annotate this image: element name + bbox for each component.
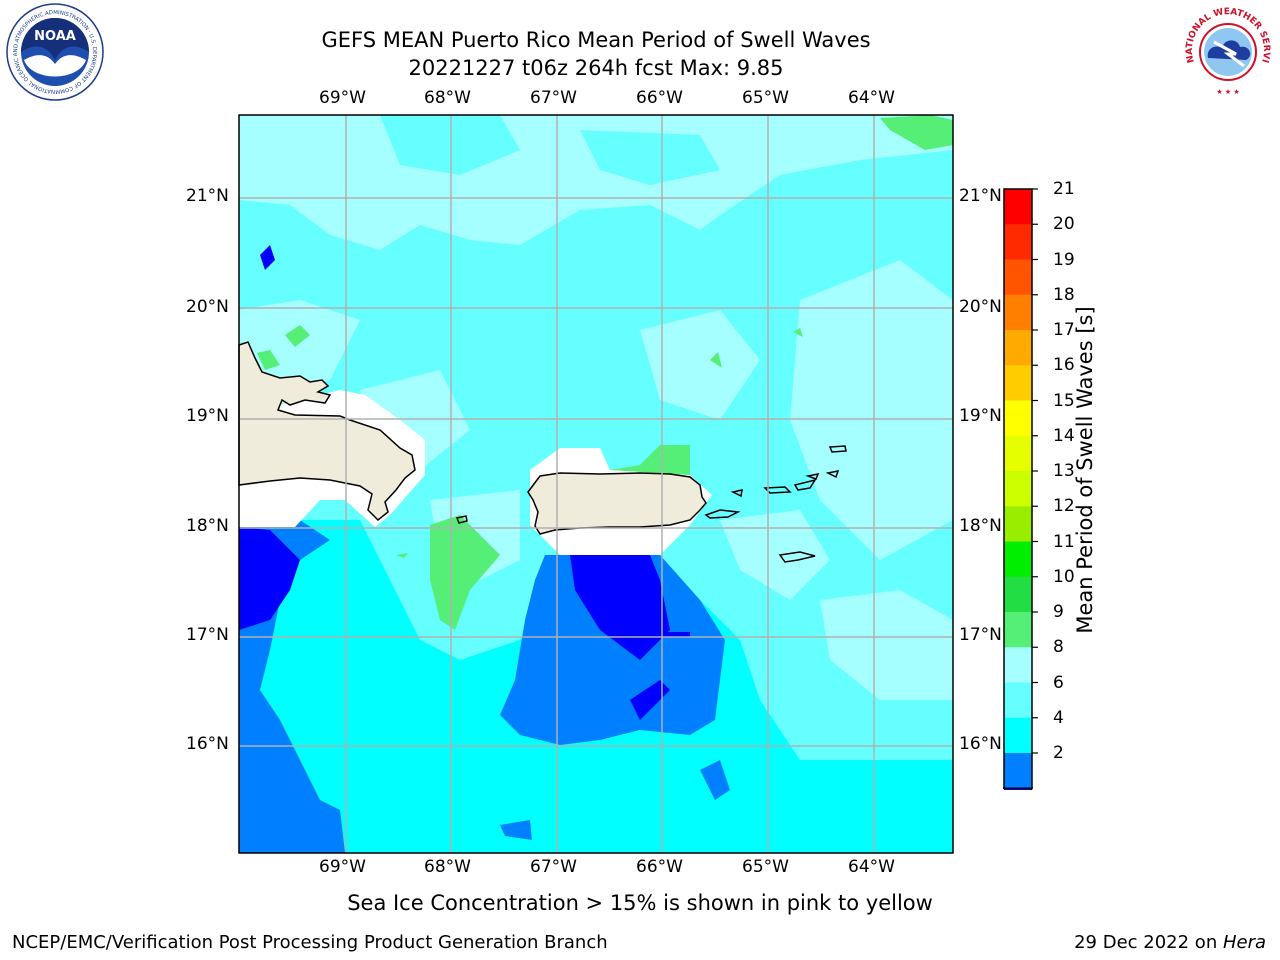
lon-label-bottom: 67°W (530, 857, 577, 877)
colorbar-tick-label: 4 (1053, 707, 1064, 728)
lon-label-top: 65°W (742, 88, 789, 108)
colorbar-segment (1004, 647, 1032, 683)
colorbar-tick-label: 10 (1053, 566, 1075, 587)
footer-date-text: 29 Dec 2022 on (1074, 932, 1223, 953)
colorbar-tick-label: 12 (1053, 496, 1075, 517)
colorbar-segment (1004, 224, 1032, 260)
colorbar (1002, 188, 1038, 790)
colorbar-tick-label: 8 (1053, 637, 1064, 658)
colorbar-segment (1004, 294, 1032, 331)
colorbar-tick-label: 9 (1053, 602, 1064, 622)
lon-label-top: 69°W (319, 88, 366, 108)
footer-branch: NCEP/EMC/Verification Post Processing Pr… (12, 932, 608, 953)
svg-text:★ ★ ★: ★ ★ ★ (1216, 88, 1239, 96)
lat-label-left: 20°N (186, 297, 229, 317)
colorbar-segment (1004, 576, 1032, 613)
field-2s (239, 245, 690, 720)
lat-label-left: 21°N (186, 186, 229, 206)
lon-label-bottom: 68°W (424, 857, 471, 877)
colorbar-segment (1004, 682, 1032, 719)
colorbar-tick-label: 6 (1053, 672, 1064, 693)
colorbar-tick-label: 2 (1053, 743, 1064, 763)
lon-label-bottom: 64°W (848, 857, 895, 877)
land-hispaniola (238, 341, 416, 522)
lat-label-right: 19°N (959, 406, 1002, 426)
sea-ice-note: Sea Ice Concentration > 15% is shown in … (347, 891, 933, 915)
colorbar-tick-label: 19 (1053, 249, 1075, 270)
lon-label-top: 67°W (530, 88, 577, 108)
colorbar-segment (1004, 259, 1032, 296)
colorbar-tick-label: 21 (1053, 179, 1075, 199)
lon-label-bottom: 66°W (636, 857, 683, 877)
colorbar-segment (1004, 400, 1032, 437)
lat-label-left: 18°N (186, 516, 229, 536)
colorbar-tick-label: 20 (1053, 214, 1075, 235)
colorbar-tick-label: 17 (1053, 320, 1075, 340)
chart-title-line2: 20221227 t06z 264h fcst Max: 9.85 (408, 56, 784, 80)
lat-label-right: 17°N (959, 625, 1002, 645)
colorbar-segment (1004, 435, 1032, 472)
lon-label-top: 68°W (424, 88, 471, 108)
lat-label-left: 17°N (186, 625, 229, 645)
map-frame (238, 114, 954, 854)
lat-label-left: 19°N (186, 406, 229, 426)
colorbar-label: Mean Period of Swell Waves [s] (1073, 306, 1097, 634)
lat-label-right: 16°N (959, 734, 1002, 754)
colorbar-tick-label: 13 (1053, 461, 1075, 481)
colorbar-tick-label: 11 (1053, 531, 1075, 552)
land-small-islands (455, 445, 847, 563)
colorbar-segment (1004, 541, 1032, 578)
colorbar-segment (1004, 612, 1032, 648)
noaa-logo-text: NOAA (34, 29, 76, 44)
lon-label-top: 64°W (848, 88, 895, 108)
gridlines (239, 115, 953, 853)
colorbar-tick-label: 14 (1053, 425, 1075, 446)
chart-title-line1: GEFS MEAN Puerto Rico Mean Period of Swe… (321, 28, 871, 52)
footer-machine: Hera (1222, 932, 1266, 953)
footer-date: 29 Dec 2022 on Hera (1074, 932, 1266, 953)
noaa-logo: NATIONAL OCEANIC AND ATMOSPHERIC ADMINIS… (4, 2, 104, 101)
colorbar-segment (1004, 365, 1032, 401)
colorbar-segment (1004, 506, 1032, 542)
lat-label-right: 18°N (959, 516, 1002, 536)
lat-label-right: 20°N (959, 297, 1002, 317)
colorbar-tick-label: 15 (1053, 390, 1075, 411)
lon-label-bottom: 65°W (742, 857, 789, 877)
lat-label-right: 21°N (959, 186, 1002, 206)
colorbar-frame (1003, 188, 1033, 789)
lat-label-left: 16°N (186, 734, 229, 754)
colorbar-segment (1004, 471, 1032, 507)
colorbar-segment (1004, 753, 1032, 789)
nws-logo: NATIONAL WEATHER SERVICE ★ ★ ★ (1178, 2, 1276, 100)
colorbar-segment (1004, 189, 1032, 225)
colorbar-tick-label: 16 (1053, 355, 1075, 376)
colorbar-tick-label: 18 (1053, 284, 1075, 305)
colorbar-segment (1004, 330, 1032, 366)
colorbar-segment (1004, 717, 1032, 754)
lon-label-top: 66°W (636, 88, 683, 108)
lon-label-bottom: 69°W (319, 857, 366, 877)
